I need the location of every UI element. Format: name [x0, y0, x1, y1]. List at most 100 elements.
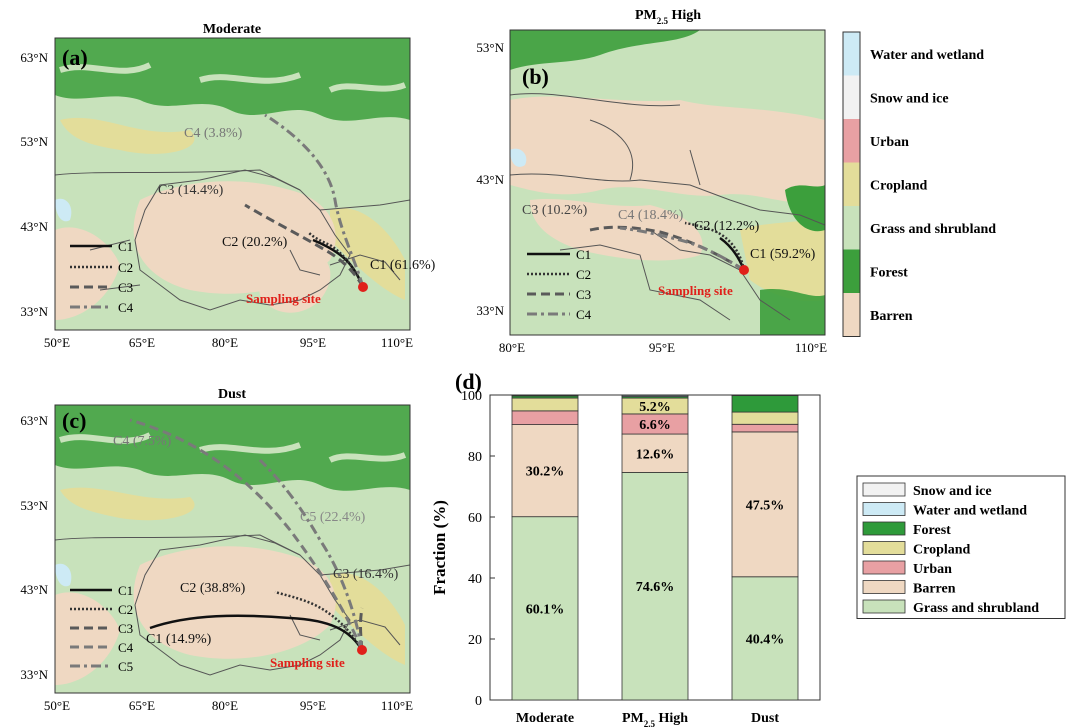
a-lat-tick: 63°N [20, 50, 48, 65]
bar-segment [731, 395, 799, 413]
a-lon-tick: 80°E [212, 335, 238, 350]
b-lat-tick: 33°N [476, 303, 504, 318]
legend-label: C4 [118, 640, 134, 655]
panel-b-letter: (b) [522, 64, 549, 89]
panel-a-title: Moderate [203, 22, 261, 37]
c-lat-tick: 63°N [20, 413, 48, 428]
legend-swatch [862, 482, 906, 497]
bar-segment [621, 472, 689, 701]
panel-b-title: PM2.5 High [635, 8, 701, 26]
traj-a-c1 [312, 238, 365, 288]
c-lon-tick: 65°E [129, 698, 155, 713]
colorbar-label: Urban [870, 135, 909, 150]
bar-segment [731, 431, 799, 578]
bar-data-label: 30.2% [526, 465, 565, 480]
panel-c-legend: C1 C2 C3 C4 C5 [70, 583, 134, 674]
bar-segment [511, 516, 579, 701]
bar-data-label: 74.6% [636, 580, 675, 595]
bar-data-label: 60.1% [526, 602, 565, 617]
bar-segment [511, 424, 579, 518]
bar-data-label: 12.6% [636, 447, 675, 462]
colorbar-swatch [843, 32, 860, 76]
traj-label: C3 (16.4%) [333, 567, 399, 582]
traj-label: C5 (22.4%) [300, 510, 366, 525]
legend-label: C2 [118, 602, 133, 617]
panel-d-letter: (d) [455, 369, 482, 394]
landcover-colorbar: Water and wetland Snow and ice Urban Cropla… [842, 31, 996, 337]
panel-b-legend: C1 C2 C3 C4 [527, 247, 592, 322]
panel-a-map [55, 38, 410, 330]
y-axis-label: Fraction (%) [430, 500, 449, 595]
a-lon-tick: 50°E [44, 335, 70, 350]
traj-label: C4 (3.8%) [184, 126, 243, 141]
panel-c: Dust 63°N 53°N 43°N 33°N [20, 387, 413, 713]
traj-label: C3 (14.4%) [158, 183, 224, 198]
bar-segment [731, 411, 799, 425]
panel-b: PM2.5 High 53°N 43°N 33°N 80°E 95°E [476, 8, 827, 355]
bar-segment [511, 410, 579, 425]
a-lat-tick: 43°N [20, 219, 48, 234]
c-lon-tick: 95°E [300, 698, 326, 713]
panel-c-title: Dust [218, 387, 246, 402]
c-lat-tick: 53°N [20, 498, 48, 513]
y-tick-label: 100 [461, 389, 482, 404]
colorbar-swatch [843, 293, 860, 337]
sampling-site-a-marker [358, 282, 368, 292]
bar-segment [731, 576, 799, 701]
colorbar-swatch [843, 249, 860, 293]
colorbar-swatch [843, 119, 860, 163]
a-lon-tick: 95°E [300, 335, 326, 350]
legend-label: C1 [118, 239, 133, 254]
legend-swatch [862, 560, 906, 575]
legend-label: C5 [118, 659, 133, 674]
traj-label: C4 (18.4%) [618, 208, 684, 223]
c-lon-tick: 80°E [212, 698, 238, 713]
legend-label: Cropland [913, 543, 971, 558]
sampling-site-b-marker [739, 265, 749, 275]
colorbar-label: Snow and ice [870, 91, 949, 106]
legend-swatch [862, 541, 906, 555]
traj-label: C2 (12.2%) [694, 219, 760, 234]
legend-label: C3 [118, 621, 133, 636]
legend-label: C2 [118, 260, 133, 275]
y-tick-label: 60 [468, 511, 482, 526]
y-tick-label: 20 [468, 633, 482, 648]
y-tick-label: 0 [475, 694, 482, 709]
sampling-site-label: Sampling site [270, 655, 345, 670]
legend-label: Forest [913, 523, 951, 538]
x-tick-label: Moderate [516, 711, 574, 726]
panel-a-legend: C1 C2 C3 C4 [70, 239, 134, 315]
traj-label: C2 (20.2%) [222, 235, 288, 250]
legend-label: C4 [576, 307, 592, 322]
colorbar-label: Water and wetland [870, 48, 984, 63]
b-lon-tick: 95°E [649, 340, 675, 355]
legend-label: C1 [576, 247, 591, 262]
legend-label: Barren [913, 582, 956, 597]
sampling-site-c-marker [357, 645, 367, 655]
panel-a-letter: (a) [62, 45, 88, 70]
legend-label: C4 [118, 300, 134, 315]
a-lon-tick: 110°E [381, 335, 413, 350]
a-lat-tick: 53°N [20, 134, 48, 149]
bar-data-label: 5.2% [639, 400, 671, 415]
colorbar-label: Cropland [870, 178, 928, 193]
legend-label: C3 [576, 287, 591, 302]
colorbar-label: Grass and shrubland [870, 222, 996, 237]
b-lat-tick: 43°N [476, 172, 504, 187]
y-tick-label: 80 [468, 450, 482, 465]
a-lon-tick: 65°E [129, 335, 155, 350]
bar-data-label: 40.4% [746, 632, 785, 647]
traj-label: C3 (10.2%) [522, 203, 588, 218]
b-lon-tick: 110°E [795, 340, 827, 355]
panel-a: Moderate [20, 22, 435, 350]
legend-swatch [862, 502, 906, 516]
b-lon-tick: 80°E [499, 340, 525, 355]
c-lon-tick: 50°E [44, 698, 70, 713]
traj-label: C1 (59.2%) [750, 247, 816, 262]
c-lat-tick: 43°N [20, 582, 48, 597]
traj-a-c4 [264, 113, 365, 288]
c-lat-tick: 33°N [20, 667, 48, 682]
legend-label: Urban [913, 562, 952, 577]
colorbar-swatch [843, 206, 860, 250]
